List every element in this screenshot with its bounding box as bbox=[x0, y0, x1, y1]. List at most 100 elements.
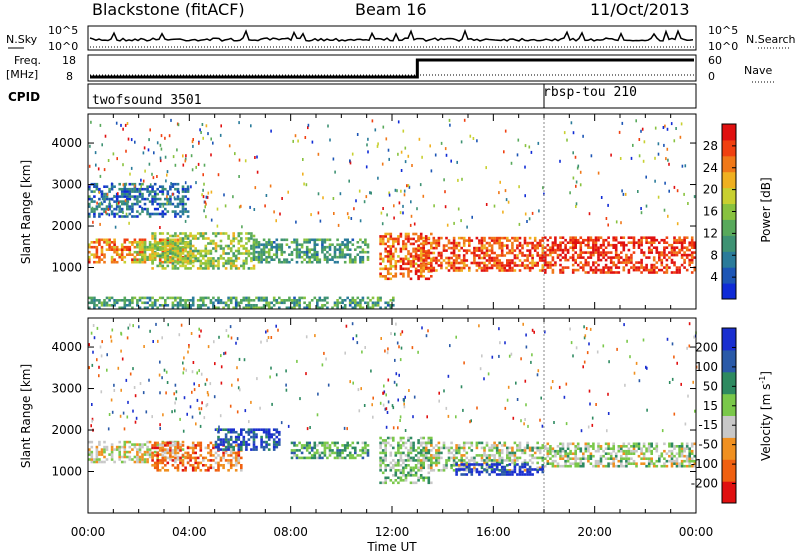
heatmap-cell bbox=[222, 232, 225, 235]
heatmap-cell bbox=[199, 254, 203, 258]
heatmap-cell bbox=[293, 451, 296, 455]
heatmap-cell bbox=[521, 251, 524, 255]
heatmap-cell bbox=[181, 197, 185, 201]
heatmap-cell bbox=[298, 296, 301, 300]
heatmap-cell bbox=[298, 253, 301, 256]
heatmap-cell bbox=[138, 445, 142, 449]
heatmap-cell bbox=[538, 449, 542, 452]
heatmap-cell bbox=[498, 449, 501, 452]
heatmap-cell bbox=[506, 264, 509, 267]
nsky-tick-bottom: 10^0 bbox=[48, 40, 78, 53]
heatmap-cell bbox=[561, 449, 565, 453]
scatter-cell bbox=[159, 143, 162, 147]
heatmap-cell bbox=[250, 252, 253, 255]
heatmap-cell bbox=[95, 450, 99, 454]
heatmap-cell bbox=[455, 449, 458, 452]
heatmap-cell bbox=[341, 306, 344, 310]
heatmap-cell bbox=[234, 267, 238, 270]
heatmap-cell bbox=[308, 238, 311, 242]
heatmap-cell bbox=[128, 212, 132, 216]
heatmap-cell bbox=[457, 249, 461, 252]
heatmap-cell bbox=[141, 458, 144, 461]
heatmap-cell bbox=[658, 251, 661, 254]
heatmap-cell bbox=[402, 262, 405, 266]
heatmap-cell bbox=[384, 232, 387, 236]
heatmap-cell bbox=[506, 459, 509, 462]
heatmap-cell bbox=[295, 299, 299, 302]
heatmap-cell bbox=[278, 443, 281, 446]
heatmap-cell bbox=[379, 451, 382, 455]
heatmap-cell bbox=[490, 446, 494, 450]
heatmap-cell bbox=[462, 239, 466, 242]
scatter-cell bbox=[404, 146, 407, 150]
heatmap-cell bbox=[607, 251, 610, 254]
heatmap-cell bbox=[493, 470, 496, 474]
scatter-cell bbox=[237, 378, 239, 382]
heatmap-cell bbox=[462, 441, 466, 445]
heatmap-cell bbox=[536, 261, 539, 265]
heatmap-cell bbox=[110, 260, 114, 264]
heatmap-cell bbox=[473, 261, 476, 265]
scatter-cell bbox=[184, 159, 187, 163]
heatmap-cell bbox=[242, 262, 246, 265]
scatter-cell bbox=[210, 137, 212, 141]
heatmap-cell bbox=[376, 304, 380, 307]
heatmap-cell bbox=[250, 304, 253, 307]
heatmap-cell bbox=[508, 239, 512, 242]
heatmap-cell bbox=[326, 258, 329, 261]
heatmap-cell bbox=[199, 461, 203, 465]
heatmap-cell bbox=[169, 249, 172, 253]
heatmap-cell bbox=[143, 260, 147, 264]
heatmap-cell bbox=[650, 452, 653, 455]
heatmap-cell bbox=[498, 456, 501, 460]
scatter-cell bbox=[680, 122, 683, 126]
heatmap-cell bbox=[184, 237, 187, 240]
scatter-cell bbox=[402, 129, 405, 133]
heatmap-cell bbox=[407, 471, 410, 475]
heatmap-cell bbox=[148, 200, 152, 203]
heatmap-cell bbox=[518, 236, 522, 240]
heatmap-cell bbox=[93, 241, 96, 244]
heatmap-cell bbox=[252, 248, 256, 251]
heatmap-cell bbox=[594, 248, 598, 252]
heatmap-cell bbox=[422, 241, 425, 245]
heatmap-cell bbox=[164, 304, 167, 307]
heatmap-cell bbox=[174, 253, 177, 256]
heatmap-cell bbox=[541, 244, 545, 247]
scatter-cell bbox=[200, 131, 202, 134]
heatmap-cell bbox=[158, 197, 162, 201]
heatmap-cell bbox=[417, 277, 420, 281]
heatmap-cell bbox=[407, 235, 410, 238]
scatter-cell bbox=[204, 382, 207, 386]
heatmap-cell bbox=[430, 456, 433, 460]
heatmap-cell bbox=[290, 456, 294, 460]
heatmap-cell bbox=[229, 459, 233, 462]
heatmap-cell bbox=[285, 243, 289, 246]
scatter-cell bbox=[681, 164, 684, 168]
heatmap-cell bbox=[323, 248, 327, 251]
heatmap-cell bbox=[278, 433, 281, 436]
heatmap-cell bbox=[569, 457, 572, 460]
heatmap-cell bbox=[379, 466, 382, 470]
heatmap-cell bbox=[422, 249, 425, 252]
heatmap-cell bbox=[632, 268, 636, 272]
heatmap-cell bbox=[164, 267, 167, 270]
scatter-cell bbox=[388, 193, 391, 197]
heatmap-cell bbox=[690, 246, 694, 249]
heatmap-cell bbox=[427, 254, 431, 257]
heatmap-cell bbox=[176, 238, 180, 242]
heatmap-cell bbox=[569, 238, 572, 242]
heatmap-cell bbox=[652, 462, 656, 465]
scatter-cell bbox=[147, 148, 150, 152]
heatmap-cell bbox=[404, 466, 408, 470]
heatmap-cell bbox=[412, 474, 415, 477]
heatmap-cell bbox=[640, 266, 643, 269]
heatmap-cell bbox=[136, 202, 139, 206]
heatmap-cell bbox=[551, 271, 555, 274]
heatmap-cell bbox=[673, 241, 676, 244]
heatmap-cell bbox=[184, 466, 187, 470]
heatmap-cell bbox=[430, 266, 433, 270]
heatmap-cell bbox=[511, 236, 514, 240]
heatmap-cell bbox=[690, 258, 694, 262]
heatmap-cell bbox=[364, 238, 367, 242]
